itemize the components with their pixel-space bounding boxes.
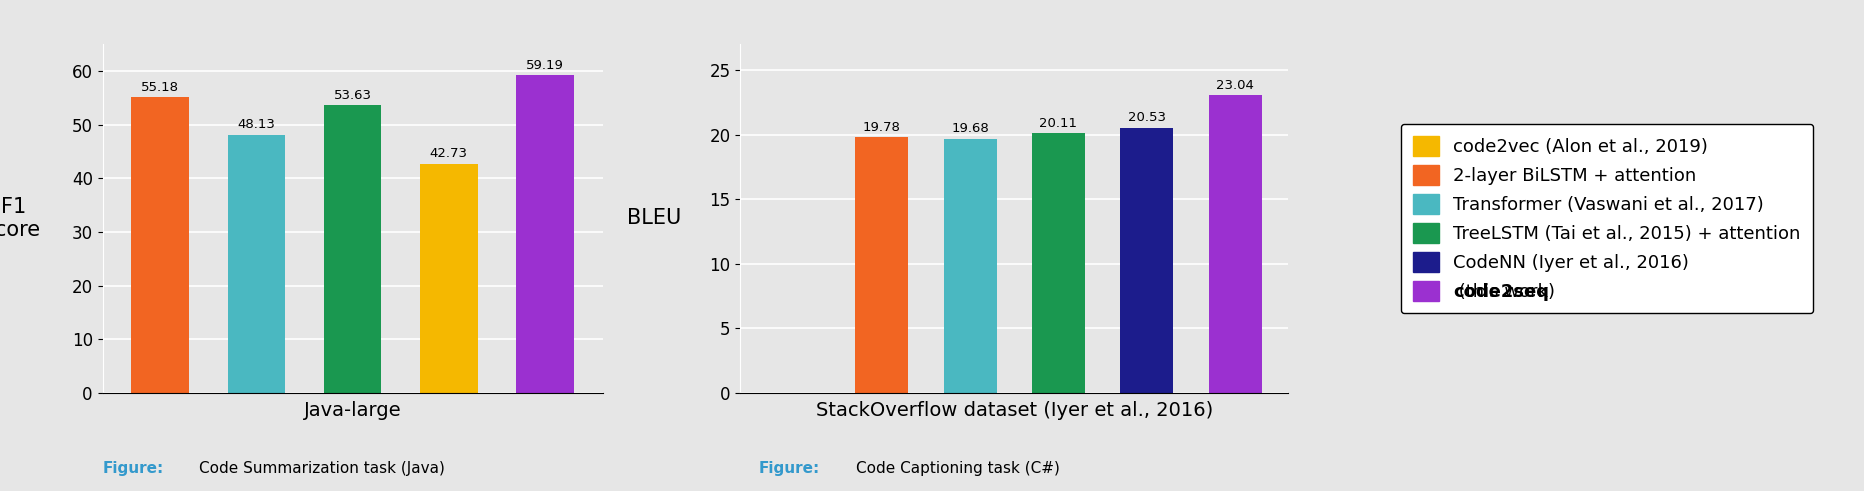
Text: 20.11: 20.11 [1040,117,1077,130]
Text: Figure:: Figure: [759,461,820,476]
Y-axis label: F1
score: F1 score [0,197,41,240]
Text: 48.13: 48.13 [237,118,276,132]
Text: 23.04: 23.04 [1215,79,1254,92]
Bar [1033,133,1085,393]
Text: 42.73: 42.73 [431,147,468,161]
Bar [419,164,477,393]
Text: 20.53: 20.53 [1128,111,1165,125]
Text: Code Captioning task (C#): Code Captioning task (C#) [856,461,1061,476]
Bar [856,137,908,393]
Bar [516,75,574,393]
Bar [227,135,285,393]
Text: 19.68: 19.68 [951,122,990,136]
Text: 53.63: 53.63 [334,89,371,102]
Text: 55.18: 55.18 [142,81,179,94]
Text: Figure:: Figure: [103,461,164,476]
Y-axis label: BLEU: BLEU [626,209,680,228]
Bar [1120,128,1172,393]
Text: Code Summarization task (Java): Code Summarization task (Java) [199,461,445,476]
Bar [324,105,382,393]
Bar [1208,95,1262,393]
Bar [130,97,188,393]
Text: 19.78: 19.78 [863,121,900,134]
Legend: code2vec (Alon et al., 2019), 2-layer BiLSTM + attention, Transformer (Vaswani e: code2vec (Alon et al., 2019), 2-layer Bi… [1400,124,1814,313]
Text: 59.19: 59.19 [526,59,565,72]
Text: code2seq: code2seq [1454,283,1549,300]
Bar [943,138,997,393]
